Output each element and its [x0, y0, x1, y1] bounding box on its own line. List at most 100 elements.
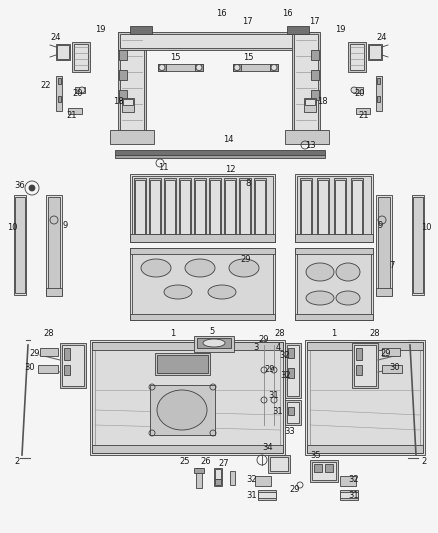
Bar [382, 348, 400, 356]
Bar [240, 180, 250, 234]
Text: 2: 2 [14, 457, 20, 466]
Bar [130, 26, 152, 34]
Bar [158, 64, 203, 71]
Bar [270, 64, 278, 71]
Text: 9: 9 [62, 221, 67, 230]
Circle shape [196, 64, 202, 70]
Bar [72, 42, 90, 72]
Bar [288, 348, 294, 358]
Text: 32: 32 [280, 351, 290, 360]
Bar [165, 180, 175, 234]
Bar [258, 492, 276, 498]
Bar [335, 180, 345, 234]
Circle shape [234, 64, 240, 70]
Bar [92, 342, 283, 350]
Bar [92, 445, 283, 453]
Bar [58, 96, 61, 102]
Bar [132, 176, 273, 240]
Bar [15, 197, 25, 293]
Text: 29: 29 [241, 255, 251, 264]
Bar [354, 345, 376, 386]
Bar [368, 44, 382, 60]
Text: 24: 24 [377, 34, 387, 43]
Bar [130, 234, 275, 242]
Bar [60, 343, 86, 388]
Text: 1: 1 [170, 329, 176, 338]
Bar [285, 343, 301, 398]
Text: 2: 2 [421, 457, 427, 466]
Text: 4: 4 [276, 343, 281, 352]
Text: 10: 10 [7, 223, 17, 232]
Text: 35: 35 [311, 450, 321, 459]
Text: 28: 28 [275, 328, 285, 337]
Text: 5: 5 [209, 327, 215, 336]
Bar [130, 314, 275, 320]
Bar [194, 468, 204, 473]
Bar [340, 476, 356, 486]
Bar [46, 195, 62, 295]
Bar [74, 44, 88, 70]
Text: 31: 31 [268, 391, 279, 400]
Bar [258, 490, 276, 500]
Bar [376, 76, 382, 111]
Bar [295, 248, 373, 254]
Text: 29: 29 [30, 349, 40, 358]
Bar [92, 342, 283, 453]
Text: 25: 25 [180, 457, 190, 466]
Bar [307, 342, 423, 453]
Bar [38, 365, 58, 373]
Bar [110, 130, 154, 144]
Text: 18: 18 [113, 98, 124, 107]
Bar [300, 178, 312, 236]
Bar [155, 353, 210, 375]
Bar [197, 338, 231, 348]
Bar [412, 195, 424, 295]
Bar [164, 178, 176, 236]
Bar [287, 26, 309, 34]
Text: 17: 17 [242, 18, 252, 27]
Bar [311, 70, 319, 80]
Bar [179, 178, 191, 236]
Bar [297, 176, 371, 240]
Text: 16: 16 [215, 10, 226, 19]
Bar [119, 70, 127, 80]
Text: 3: 3 [253, 343, 259, 352]
Bar [62, 345, 84, 386]
Bar [301, 180, 311, 234]
Text: 36: 36 [14, 181, 25, 190]
Bar [334, 178, 346, 236]
Bar [353, 87, 363, 93]
Text: 15: 15 [170, 52, 180, 61]
Bar [230, 471, 235, 485]
Bar [340, 490, 358, 500]
Bar [305, 99, 315, 105]
Text: 30: 30 [390, 364, 400, 373]
Bar [115, 155, 325, 158]
Bar [195, 180, 205, 234]
Text: 32: 32 [247, 475, 257, 484]
Bar [90, 340, 285, 455]
Bar [58, 78, 61, 84]
Bar [270, 457, 288, 471]
Bar [288, 368, 294, 378]
Bar [130, 248, 275, 320]
Bar [150, 180, 160, 234]
Bar [314, 464, 322, 472]
Bar [149, 178, 161, 236]
Ellipse shape [229, 259, 259, 277]
Text: 1: 1 [332, 329, 337, 338]
Bar [350, 44, 364, 70]
Bar [377, 78, 380, 84]
Bar [294, 34, 318, 140]
Bar [209, 178, 221, 236]
Text: 32: 32 [349, 475, 359, 484]
Circle shape [29, 185, 35, 191]
Text: 17: 17 [309, 18, 319, 27]
Circle shape [271, 64, 277, 70]
Bar [287, 402, 299, 423]
Bar [356, 108, 370, 114]
Text: 31: 31 [247, 491, 257, 500]
Text: 15: 15 [243, 52, 253, 61]
Bar [288, 407, 294, 415]
Bar [64, 365, 70, 375]
